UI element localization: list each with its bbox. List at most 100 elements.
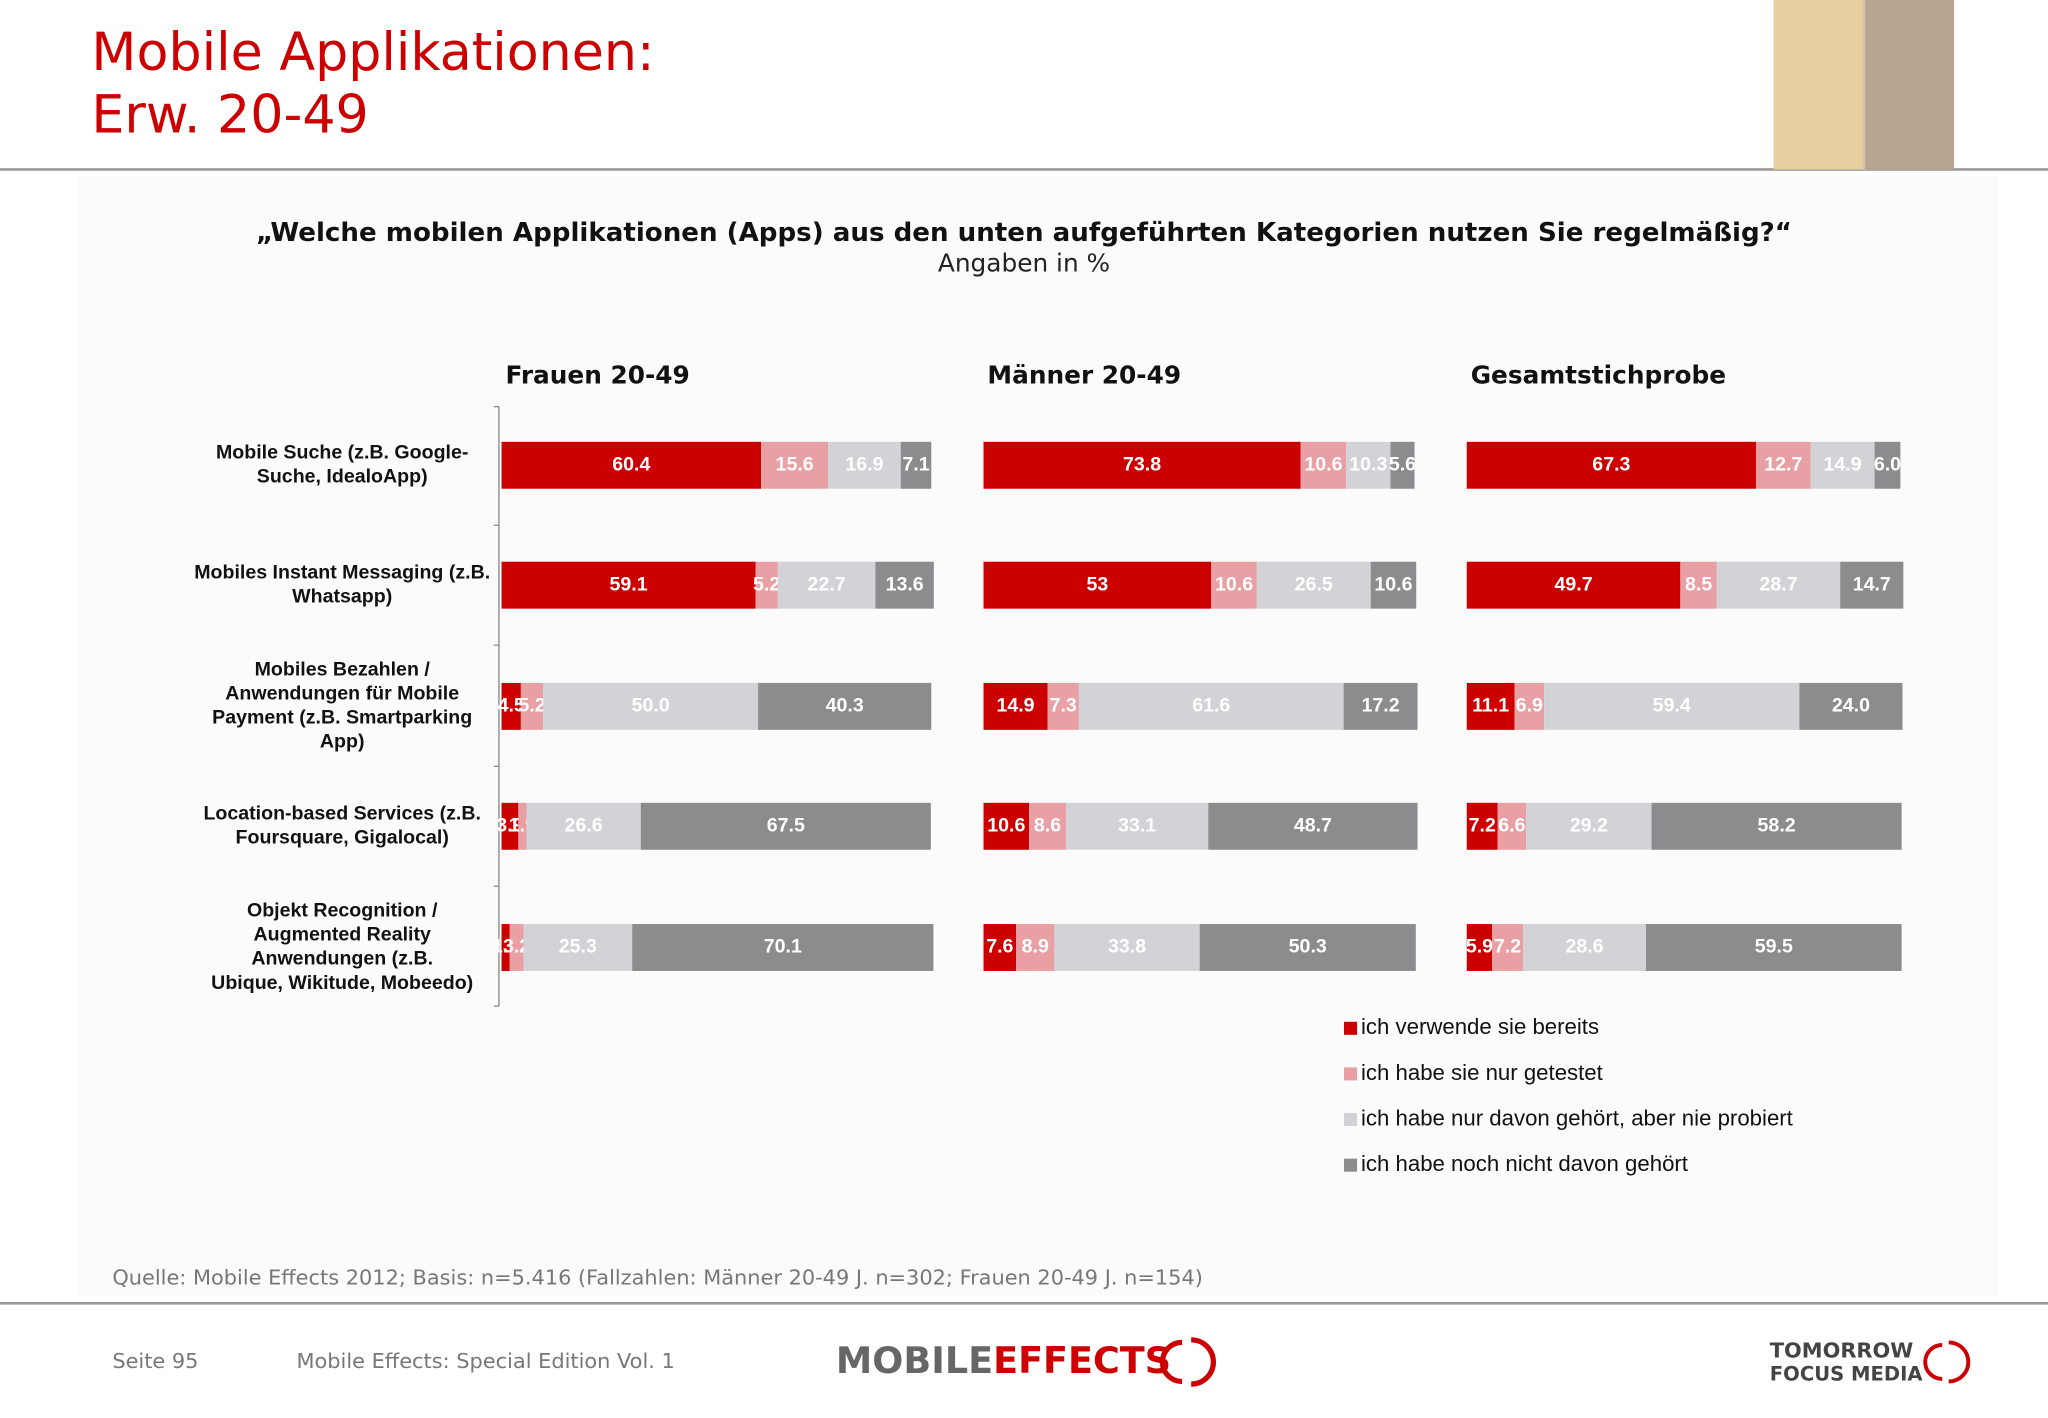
bar-segment	[755, 561, 778, 609]
bar-segment	[520, 682, 544, 730]
value-label: 8.5	[1685, 573, 1712, 595]
bar-segment	[1492, 924, 1524, 971]
bar-segment	[1078, 682, 1344, 730]
bar-segment	[1526, 802, 1652, 850]
value-label: 28.7	[1759, 573, 1797, 595]
category-label: Foursquare, Gigalocal)	[236, 827, 449, 849]
bar-segment	[1054, 924, 1200, 971]
chart-background	[78, 175, 1999, 1297]
value-label: 28.6	[1565, 936, 1603, 958]
category-label: Mobiles Instant Messaging (z.B.	[194, 561, 490, 583]
bar-segment	[501, 802, 519, 850]
category-label: Payment (z.B. Smartparking	[212, 707, 472, 729]
bar-segment	[1370, 561, 1417, 609]
subtitle: Angaben in %	[938, 249, 1110, 278]
value-label: 5.2	[753, 573, 780, 595]
bar-segment	[1716, 561, 1841, 609]
photo-left	[1773, 0, 1863, 170]
legend-label: ich habe sie nur getestet	[1361, 1060, 1603, 1085]
value-label: 10.6	[987, 814, 1025, 836]
bar-segment	[632, 924, 934, 971]
photo-right	[1865, 0, 1954, 170]
value-label: 3.9	[496, 814, 523, 836]
value-label: 5.9	[1466, 936, 1493, 958]
bar-segment	[1466, 924, 1493, 971]
bar-segment	[640, 802, 931, 850]
bar-segment	[828, 441, 901, 489]
value-label: 10.6	[1304, 453, 1342, 475]
logo: TOMORROW	[1770, 1339, 1913, 1363]
value-label: 22.7	[808, 573, 846, 595]
bar-segment	[1300, 441, 1347, 489]
value-label: 50.3	[1289, 936, 1327, 958]
bar-segment	[526, 802, 641, 850]
value-label: 48.7	[1294, 814, 1332, 836]
bar-segment	[777, 561, 876, 609]
value-label: 10.6	[1374, 573, 1412, 595]
bar-segment	[875, 561, 934, 609]
value-label: 70.1	[764, 936, 802, 958]
value-label: 67.5	[767, 814, 805, 836]
bar-segment	[983, 682, 1048, 730]
bar-segment	[509, 924, 524, 971]
category-label: Objekt Recognition /	[247, 900, 438, 922]
bar-segment	[1029, 802, 1067, 850]
legend-swatch	[1344, 1021, 1358, 1035]
bar-segment	[1466, 441, 1756, 489]
bar-segment	[1874, 441, 1901, 489]
value-label: 16.9	[845, 453, 883, 475]
bar-segment	[1755, 441, 1811, 489]
bar-segment	[758, 682, 932, 730]
value-label: 11.1	[1472, 695, 1509, 717]
value-label: 33.8	[1108, 936, 1146, 958]
category-label: Location-based Services (z.B.	[203, 802, 481, 824]
source: Quelle: Mobile Effects 2012; Basis: n=5.…	[112, 1266, 1203, 1290]
bar-segment	[1208, 802, 1418, 850]
value-label: 14.9	[996, 695, 1034, 717]
bar-segment	[1645, 924, 1902, 971]
panel-title: Frauen 20-49	[505, 361, 689, 390]
value-label: 26.5	[1295, 573, 1333, 595]
bar-segment	[1514, 682, 1545, 730]
value-label: 33.1	[1118, 814, 1156, 836]
bar-segment	[501, 561, 756, 609]
value-label: 15.6	[776, 453, 814, 475]
value-label: 6.6	[1498, 814, 1525, 836]
bar-segment	[1651, 802, 1902, 850]
bar-segment	[1799, 682, 1903, 730]
value-label: 73.8	[1123, 453, 1161, 475]
bar-segment	[501, 682, 521, 730]
value-label: 8.9	[1022, 936, 1049, 958]
value-label: 6.0	[1874, 453, 1901, 475]
bar-segment	[543, 682, 759, 730]
bar-segment	[518, 802, 527, 850]
value-label: 7.2	[1469, 814, 1496, 836]
value-label: 7.6	[986, 936, 1013, 958]
bar-segment	[1211, 561, 1257, 609]
legend-label: ich verwende sie bereits	[1361, 1014, 1599, 1039]
bar-segment	[1346, 441, 1391, 489]
logo-part: EFFECTS	[993, 1338, 1171, 1381]
category-label: Mobiles Bezahlen /	[255, 658, 431, 680]
category-label: App)	[320, 731, 365, 753]
question: „Welche mobilen Applikationen (Apps) aus…	[256, 218, 1792, 248]
value-label: 4.5	[498, 695, 525, 717]
bar-segment	[501, 441, 762, 489]
panel-title: Männer 20-49	[987, 361, 1181, 390]
value-label: 53	[1086, 573, 1108, 595]
logo-part: MOBILE	[836, 1338, 993, 1381]
bar-segment	[983, 561, 1212, 609]
bar-segment	[983, 924, 1017, 971]
category-label: Whatsapp)	[292, 585, 392, 607]
panel-title: Gesamtstichprobe	[1471, 361, 1726, 390]
value-label: 12.7	[1764, 453, 1802, 475]
value-label: 17.2	[1362, 695, 1400, 717]
bar-segment	[1047, 682, 1079, 730]
bar-segment	[1390, 441, 1415, 489]
legend-label: ich habe nur davon gehört, aber nie prob…	[1361, 1105, 1793, 1130]
bar-segment	[1810, 441, 1875, 489]
bar-segment	[1466, 561, 1681, 609]
value-label: 7.2	[1494, 936, 1521, 958]
legend-label: ich habe noch nicht davon gehört	[1361, 1151, 1688, 1176]
